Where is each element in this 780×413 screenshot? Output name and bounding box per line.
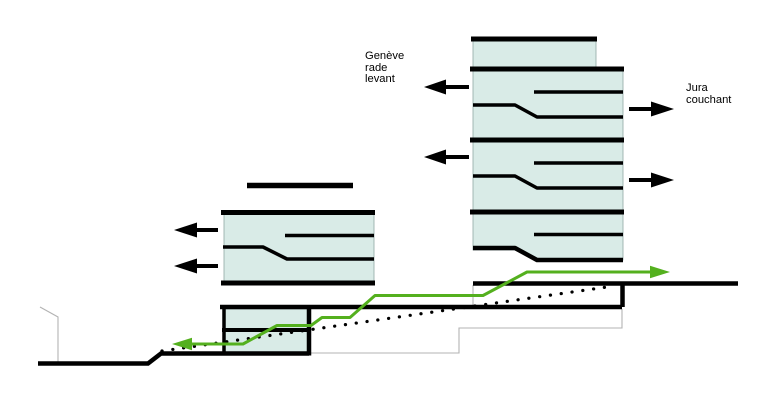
slope-dotted-line	[160, 284, 616, 353]
left-building-split-floor	[223, 245, 374, 261]
label-line: Genève	[365, 50, 405, 62]
right-building-floors	[470, 36, 624, 263]
right-building-split-floor-2	[473, 174, 623, 190]
green-arrow-left-icon	[172, 337, 192, 351]
orientation-arrows	[174, 79, 674, 274]
levant-arrow-icon-2	[424, 149, 469, 165]
left-building-floors	[221, 182, 375, 286]
green-arrow-right-icon	[650, 265, 670, 279]
ground-profile	[38, 281, 738, 366]
levant-arrow-icon-1	[424, 79, 469, 95]
terrain-thin-lines	[39, 285, 623, 362]
right-building-split-floor-3	[473, 245, 623, 263]
couchant-arrow-icon-2	[629, 172, 674, 188]
levant-arrow-icon-4	[174, 258, 218, 274]
right-building-volume	[472, 40, 624, 261]
right-building	[472, 40, 624, 261]
green-route-line	[188, 270, 652, 346]
label-line: couchant	[686, 93, 732, 106]
label-line: levant	[365, 73, 395, 86]
right-building-split-floor-1	[473, 103, 623, 119]
label-jura-couchant: Jura couchant	[686, 82, 732, 106]
green-circulation-route	[172, 265, 670, 351]
label-line: Jura	[686, 82, 708, 94]
lower-ground-line	[38, 351, 309, 366]
terrain-step-line	[311, 309, 623, 354]
levant-arrow-icon-3	[174, 222, 218, 238]
label-geneve-rade-levant: Genève rade levant	[365, 50, 405, 86]
couchant-arrow-icon-1	[629, 101, 674, 117]
label-line: rade	[365, 61, 388, 74]
lamp-post	[39, 306, 59, 362]
